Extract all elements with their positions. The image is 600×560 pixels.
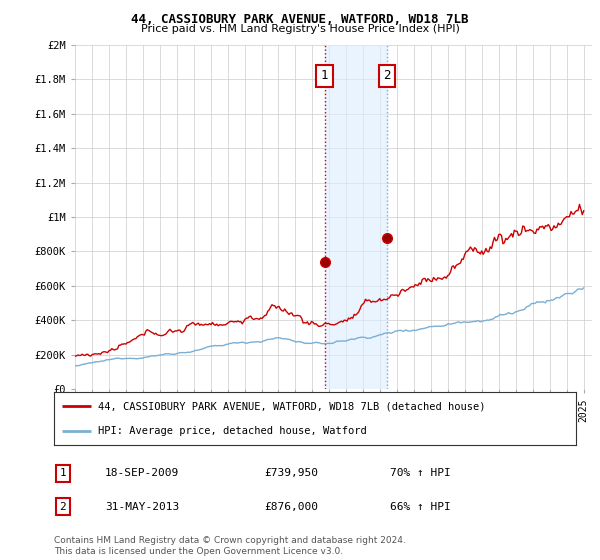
Text: £739,950: £739,950 [264,468,318,478]
Text: 70% ↑ HPI: 70% ↑ HPI [390,468,451,478]
Text: 31-MAY-2013: 31-MAY-2013 [105,502,179,512]
Text: 1: 1 [321,69,328,82]
Text: 44, CASSIOBURY PARK AVENUE, WATFORD, WD18 7LB (detached house): 44, CASSIOBURY PARK AVENUE, WATFORD, WD1… [98,402,486,412]
Text: Price paid vs. HM Land Registry's House Price Index (HPI): Price paid vs. HM Land Registry's House … [140,24,460,34]
Text: £876,000: £876,000 [264,502,318,512]
Text: 44, CASSIOBURY PARK AVENUE, WATFORD, WD18 7LB: 44, CASSIOBURY PARK AVENUE, WATFORD, WD1… [131,13,469,26]
Bar [325,45,387,389]
Text: 2: 2 [59,502,67,512]
Text: 18-SEP-2009: 18-SEP-2009 [105,468,179,478]
Text: 2: 2 [383,69,391,82]
Text: Contains HM Land Registry data © Crown copyright and database right 2024.
This d: Contains HM Land Registry data © Crown c… [54,536,406,556]
Text: 66% ↑ HPI: 66% ↑ HPI [390,502,451,512]
Text: 1: 1 [59,468,67,478]
Text: HPI: Average price, detached house, Watford: HPI: Average price, detached house, Watf… [98,426,367,436]
